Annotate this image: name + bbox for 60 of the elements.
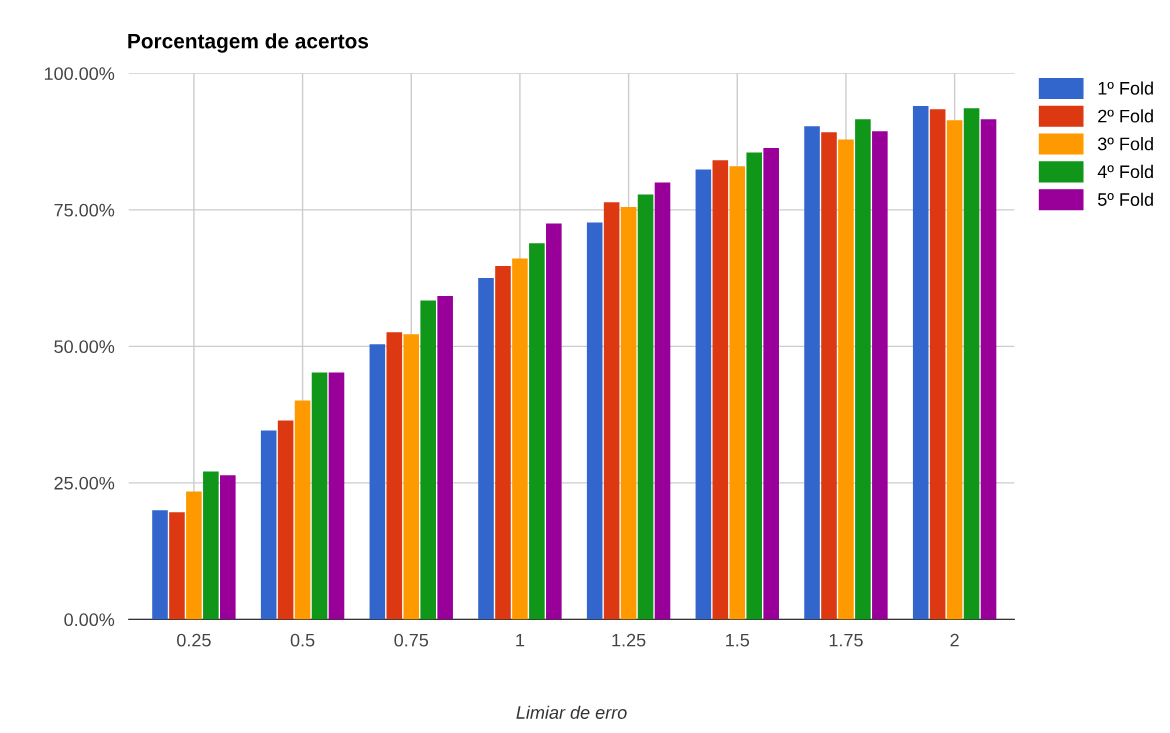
x-tick-label: 1 [516,633,525,647]
bar [729,166,746,620]
bar [420,300,436,620]
bar [169,512,185,620]
bar [838,139,854,620]
legend-label: 3º Fold [1097,137,1153,151]
bar [872,131,888,620]
y-tick-label: 100.00% [44,67,115,81]
bar [912,106,929,620]
bar [403,334,420,620]
legend-label: 4º Fold [1097,164,1153,179]
legend-label: 2º Fold [1098,109,1153,123]
bar [437,296,453,620]
bar [763,148,779,620]
bar [369,344,386,620]
bar [586,222,603,620]
bar [186,491,202,620]
bar [980,119,997,620]
bar [637,194,654,620]
y-tick-label: 0.00% [64,613,115,627]
bar [546,223,562,620]
x-tick-label: 0.5 [290,633,315,647]
y-tick-label: 75.00% [54,203,115,217]
bar [203,471,219,620]
bar [746,152,763,620]
bar [695,169,712,620]
x-tick-label: 1.75 [829,633,863,647]
chart-title: Porcentagem de acertos [128,33,369,53]
x-axis-title: Limiar de erro [516,705,627,719]
bar [152,510,168,620]
bar [220,475,236,620]
bar [512,258,528,620]
bar [294,400,311,620]
bar [946,120,963,620]
legend-label: 5º Fold [1098,192,1153,206]
bar [495,266,511,620]
bar [311,372,328,620]
bar [386,332,403,620]
bar [529,243,545,620]
y-tick-label: 50.00% [54,340,115,354]
bar [277,420,294,620]
bar [712,160,729,620]
legend-label: 1º Fold [1098,81,1153,95]
bar [603,202,620,620]
x-tick-label: 1.25 [612,633,646,647]
bar [260,430,277,620]
x-tick-label: 2 [950,633,959,647]
bar [963,108,980,620]
bar [855,119,871,620]
x-tick-label: 0.25 [177,633,211,647]
bar [620,207,637,620]
bar [478,278,494,620]
bar [804,126,820,620]
x-tick-label: 0.75 [394,633,429,647]
bar [328,372,345,620]
bar [929,109,946,620]
x-tick-label: 1.5 [726,633,750,647]
bar [654,182,671,620]
bar [821,132,837,620]
y-tick-label: 25.00% [54,476,115,490]
